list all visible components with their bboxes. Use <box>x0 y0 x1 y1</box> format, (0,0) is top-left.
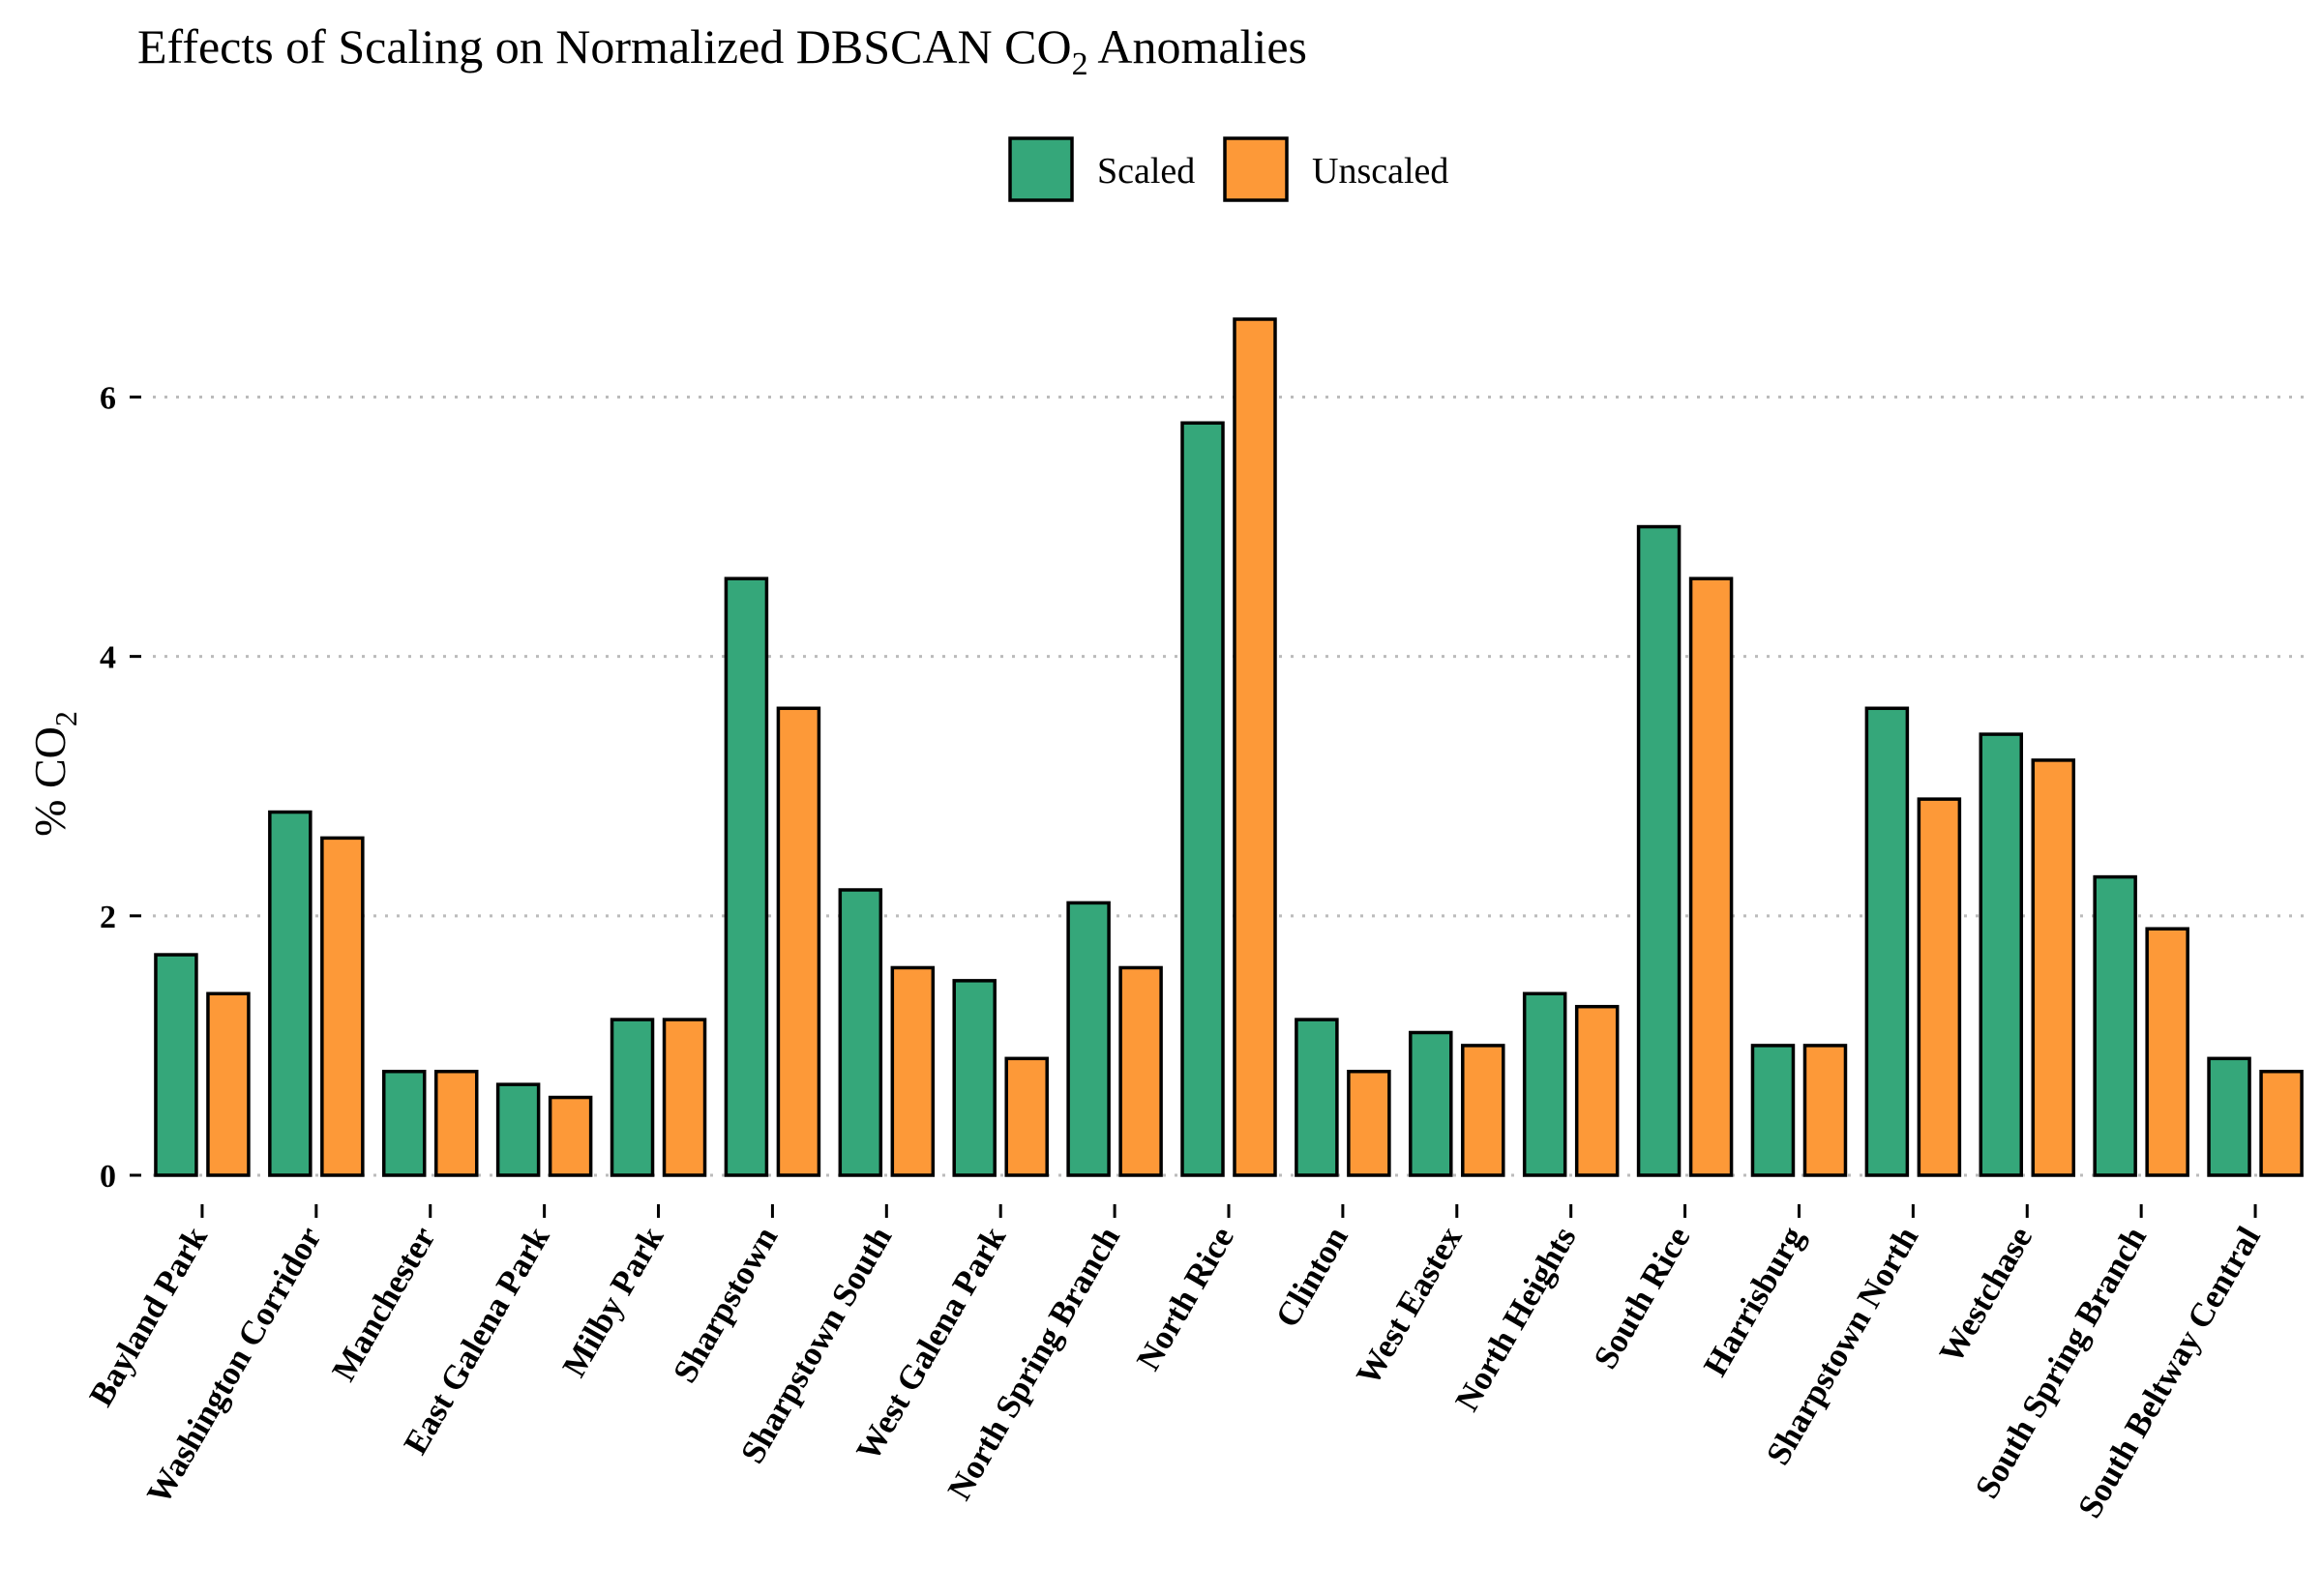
bar-scaled <box>2207 1056 2251 1177</box>
y-tick-label: 4 <box>100 640 116 676</box>
x-tick-label: Clinton <box>1268 1221 1355 1334</box>
x-tick-label: Manchester <box>324 1221 442 1388</box>
y-axis: 0 2 4 6 <box>100 380 141 1195</box>
bar-scaled <box>2093 874 2137 1177</box>
x-tick-label: South Rice <box>1587 1221 1698 1375</box>
bar-unscaled <box>1118 965 1163 1177</box>
x-tick-label: Westchase <box>1932 1221 2040 1370</box>
bar-unscaled <box>1233 317 1277 1177</box>
x-tick-label: North Rice <box>1129 1221 1241 1377</box>
bar-unscaled <box>2145 927 2189 1177</box>
bar-unscaled <box>2031 758 2076 1177</box>
bar-scaled <box>1864 706 1910 1177</box>
legend-swatch-scaled <box>1008 136 1074 202</box>
bar-scaled <box>1409 1030 1453 1177</box>
bar-unscaled <box>1004 1056 1049 1177</box>
x-tick-label: Bayland Park <box>82 1220 216 1412</box>
bar-scaled <box>838 888 883 1177</box>
chart-title: Effects of Scaling on Normalized DBSCAN … <box>137 19 1307 82</box>
bar-unscaled <box>1574 1004 1620 1177</box>
bars <box>154 317 2304 1177</box>
bar-unscaled <box>1917 797 1962 1177</box>
bar-scaled <box>268 810 313 1177</box>
bar-scaled <box>1066 901 1111 1177</box>
bar-unscaled <box>1461 1044 1505 1177</box>
bar-scaled <box>154 953 198 1177</box>
bar-unscaled <box>548 1095 593 1177</box>
bar-scaled <box>1295 1018 1339 1177</box>
bar-unscaled <box>1688 576 1734 1177</box>
bar-scaled <box>1750 1044 1796 1177</box>
y-tick-label: 2 <box>100 900 116 935</box>
bar-unscaled <box>320 836 365 1177</box>
bar-unscaled <box>2259 1069 2304 1177</box>
y-tick-label: 0 <box>100 1159 116 1195</box>
x-tick-label: Harrisburg <box>1696 1220 1812 1382</box>
bar-scaled <box>724 576 769 1177</box>
x-tick-label: North Heights <box>1447 1221 1583 1418</box>
x-tick-label: Sharpstown <box>666 1221 785 1389</box>
x-tick-label: West Eastex <box>1349 1220 1470 1391</box>
bar-scaled <box>495 1082 541 1177</box>
bar-unscaled <box>206 991 251 1177</box>
legend-label-unscaled: Unscaled <box>1312 151 1448 192</box>
bar-scaled <box>610 1018 655 1177</box>
bar-unscaled <box>1802 1044 1848 1177</box>
bar-unscaled <box>1347 1069 1391 1177</box>
legend: Scaled Unscaled <box>1008 136 1448 202</box>
bar-scaled <box>1522 991 1567 1177</box>
bar-scaled <box>1636 524 1682 1177</box>
legend-label-scaled: Scaled <box>1097 151 1195 192</box>
bar-scaled <box>381 1069 427 1177</box>
bar-scaled <box>1979 732 2024 1177</box>
bar-scaled <box>1180 421 1225 1177</box>
bar-unscaled <box>890 965 936 1177</box>
bar-scaled <box>952 979 997 1177</box>
bar-unscaled <box>433 1069 479 1177</box>
bar-unscaled <box>662 1018 707 1177</box>
legend-swatch-unscaled <box>1223 136 1289 202</box>
y-axis-label: % CO2 <box>25 711 83 837</box>
bar-unscaled <box>776 706 821 1177</box>
y-tick-label: 6 <box>100 380 116 416</box>
x-tick-label: Milby Park <box>555 1220 671 1383</box>
